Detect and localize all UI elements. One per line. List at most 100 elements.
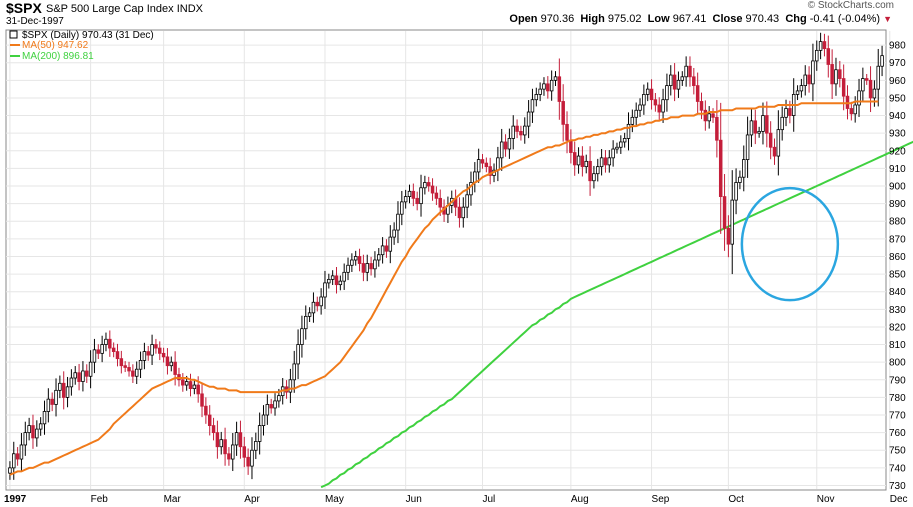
candle bbox=[346, 257, 350, 281]
candle bbox=[622, 132, 627, 148]
candle bbox=[377, 248, 381, 267]
y-tick-label: 750 bbox=[889, 446, 906, 457]
candle bbox=[307, 307, 312, 323]
candle bbox=[815, 40, 819, 71]
candle-body bbox=[430, 185, 435, 194]
candle bbox=[676, 71, 681, 98]
candle-body bbox=[592, 173, 596, 182]
candle-body bbox=[292, 363, 296, 381]
candle bbox=[811, 43, 815, 102]
candle-body bbox=[588, 160, 592, 182]
candle-body bbox=[35, 428, 39, 439]
x-tick-label: Mar bbox=[164, 494, 182, 505]
candle-body bbox=[826, 48, 831, 65]
candle bbox=[65, 376, 70, 408]
ohlc-readout: Open 970.36 High 975.02 Low 967.41 Close… bbox=[509, 13, 892, 25]
candle-body bbox=[100, 344, 104, 354]
candle-body bbox=[511, 125, 515, 139]
candle-body bbox=[304, 315, 308, 330]
candle-body bbox=[480, 159, 485, 164]
candle bbox=[826, 35, 831, 78]
candle bbox=[115, 343, 120, 367]
candle-body bbox=[718, 139, 723, 197]
candle-body bbox=[407, 190, 412, 197]
candle bbox=[227, 447, 231, 466]
candle-body bbox=[138, 360, 143, 370]
candle-body bbox=[730, 199, 734, 245]
candle-body bbox=[784, 108, 788, 118]
candle bbox=[830, 49, 834, 99]
ma200-line bbox=[320, 140, 913, 489]
candle-body bbox=[377, 254, 381, 261]
candle bbox=[161, 347, 166, 363]
candle-body bbox=[115, 351, 120, 360]
annotation-layer bbox=[740, 186, 840, 302]
candle bbox=[77, 363, 81, 391]
candle bbox=[246, 448, 250, 475]
candle bbox=[31, 414, 35, 449]
candle-body bbox=[438, 197, 442, 208]
candle-body bbox=[223, 439, 227, 455]
candle-body bbox=[8, 467, 12, 474]
candle-body bbox=[42, 411, 47, 425]
candle-body bbox=[50, 398, 54, 405]
candle bbox=[649, 79, 654, 110]
candle bbox=[572, 141, 577, 176]
candle-body bbox=[246, 456, 250, 467]
candle bbox=[473, 162, 477, 193]
x-tick-label: Dec bbox=[890, 494, 908, 505]
candle-body bbox=[92, 349, 97, 363]
candle-body bbox=[46, 398, 51, 412]
x-tick-label: Jul bbox=[483, 494, 496, 505]
index-name: S&P 500 Large Cap Index INDX bbox=[46, 3, 203, 15]
candle-body bbox=[676, 79, 681, 90]
candle bbox=[638, 98, 642, 117]
x-tick-label: Nov bbox=[817, 494, 835, 505]
candle bbox=[81, 361, 85, 392]
y-tick-label: 950 bbox=[889, 93, 906, 104]
candle-body bbox=[315, 301, 320, 307]
y-tick-label: 890 bbox=[889, 199, 906, 210]
candle bbox=[599, 149, 604, 176]
candle-body bbox=[753, 120, 758, 134]
candle-body bbox=[127, 367, 131, 372]
candle-body bbox=[742, 159, 746, 178]
candle-body bbox=[365, 263, 369, 273]
candle bbox=[496, 146, 500, 182]
candle-body bbox=[772, 146, 777, 157]
y-tick-label: 850 bbox=[889, 270, 906, 281]
candle bbox=[169, 356, 174, 372]
candle bbox=[861, 67, 865, 102]
candle-body bbox=[119, 358, 124, 367]
chart-header: $SPX S&P 500 Large Cap Index INDX 31-Dec… bbox=[6, 0, 906, 30]
candle bbox=[684, 56, 688, 87]
candle-body bbox=[807, 74, 811, 85]
candle-body bbox=[818, 41, 823, 51]
candle-body bbox=[765, 115, 769, 134]
candle bbox=[181, 373, 185, 392]
candle-body bbox=[607, 157, 612, 166]
candle-body bbox=[134, 368, 139, 377]
candle bbox=[569, 129, 573, 164]
candle bbox=[54, 378, 58, 417]
candle-body bbox=[815, 49, 819, 62]
brand-link[interactable]: © StockCharts.com bbox=[807, 0, 894, 11]
candle bbox=[134, 361, 139, 385]
candle bbox=[523, 117, 527, 144]
candle-body bbox=[334, 275, 339, 286]
y-tick-label: 860 bbox=[889, 252, 906, 263]
candle-body bbox=[699, 101, 704, 111]
candle-body bbox=[54, 389, 58, 405]
candle bbox=[323, 270, 327, 309]
candle bbox=[292, 350, 296, 393]
candle-body bbox=[227, 453, 231, 460]
candle bbox=[488, 157, 492, 185]
candle-body bbox=[123, 365, 127, 368]
candle-body bbox=[288, 379, 293, 393]
candle bbox=[138, 351, 143, 379]
candle bbox=[549, 70, 554, 101]
candle-body bbox=[146, 351, 150, 356]
candle bbox=[626, 112, 631, 151]
candle bbox=[265, 394, 270, 425]
candle-body bbox=[876, 65, 880, 90]
